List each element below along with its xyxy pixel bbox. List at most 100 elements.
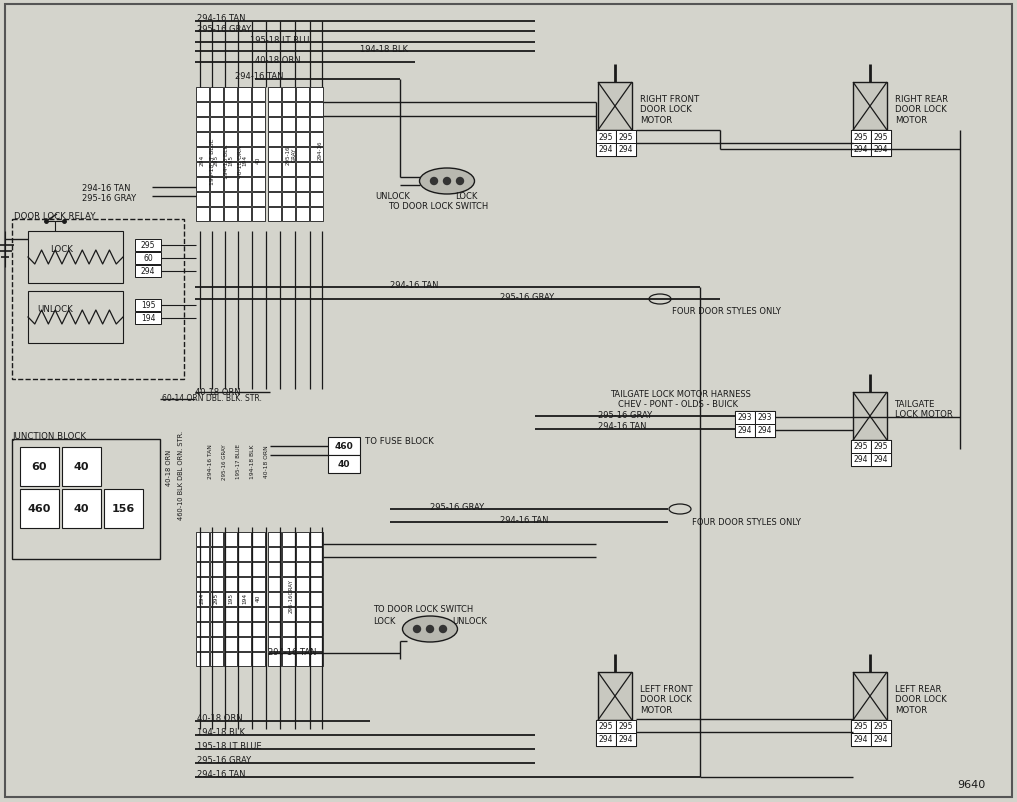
Text: 294: 294 (737, 426, 753, 435)
Bar (296, 577, 309, 591)
Bar (310, 577, 323, 591)
Bar (238, 178, 251, 192)
Bar (310, 178, 323, 192)
Bar (871, 144, 891, 157)
Text: 294: 294 (200, 592, 205, 603)
Text: 194: 194 (242, 154, 247, 165)
Text: 295-16 GRAY: 295-16 GRAY (197, 25, 251, 34)
Bar (851, 453, 871, 467)
Bar (328, 437, 360, 456)
Bar (851, 440, 871, 467)
Bar (268, 577, 281, 591)
Bar (62, 448, 101, 486)
Bar (252, 577, 265, 591)
Circle shape (443, 178, 451, 185)
Bar (310, 118, 323, 132)
Bar (135, 240, 161, 252)
Bar (210, 192, 223, 207)
Bar (871, 733, 891, 746)
Bar (238, 148, 251, 162)
Bar (28, 232, 123, 284)
Bar (282, 562, 295, 577)
Bar (238, 118, 251, 132)
Bar (196, 103, 210, 117)
Bar (238, 547, 251, 561)
Bar (310, 208, 323, 221)
Bar (210, 592, 223, 606)
Bar (210, 163, 223, 176)
Bar (210, 208, 223, 221)
Text: TO DOOR LOCK SWITCH: TO DOOR LOCK SWITCH (388, 202, 488, 211)
Bar (268, 118, 281, 132)
Bar (282, 133, 295, 147)
Bar (238, 208, 251, 221)
Bar (224, 148, 237, 162)
Bar (268, 533, 281, 546)
Text: 295: 295 (214, 592, 219, 603)
Text: 40-18 ORN: 40-18 ORN (166, 449, 172, 485)
Bar (238, 607, 251, 622)
Text: 40-18 ORN: 40-18 ORN (197, 713, 243, 722)
Bar (238, 133, 251, 147)
Bar (224, 592, 237, 606)
Circle shape (430, 178, 437, 185)
Bar (282, 533, 295, 546)
Bar (224, 103, 237, 117)
Text: LOCK: LOCK (51, 245, 73, 254)
Bar (252, 178, 265, 192)
Bar (853, 392, 887, 440)
Bar (282, 607, 295, 622)
Bar (268, 148, 281, 162)
Bar (210, 133, 223, 147)
Bar (238, 622, 251, 636)
Bar (596, 131, 616, 157)
Bar (196, 118, 210, 132)
Text: DOOR LOCK RELAY: DOOR LOCK RELAY (14, 212, 96, 221)
Bar (104, 489, 143, 529)
Bar (196, 652, 210, 666)
Bar (282, 652, 295, 666)
Text: 40: 40 (338, 460, 350, 469)
Bar (851, 144, 871, 157)
Bar (596, 720, 616, 733)
Bar (252, 562, 265, 577)
Bar (871, 131, 891, 144)
Bar (853, 672, 887, 720)
Bar (296, 592, 309, 606)
Text: 295-16GRAY: 295-16GRAY (289, 578, 294, 612)
Bar (296, 562, 309, 577)
Bar (755, 411, 775, 437)
Text: 295: 295 (618, 132, 634, 141)
Bar (28, 292, 123, 343)
Bar (224, 652, 237, 666)
Text: FOUR DOOR STYLES ONLY: FOUR DOOR STYLES ONLY (672, 306, 781, 316)
Bar (252, 103, 265, 117)
Bar (871, 440, 891, 467)
Bar (851, 131, 871, 144)
Text: 294: 294 (874, 735, 888, 743)
Bar (310, 652, 323, 666)
Ellipse shape (669, 504, 691, 514)
Bar (20, 489, 59, 529)
Bar (268, 163, 281, 176)
Bar (310, 133, 323, 147)
Bar (310, 103, 323, 117)
Bar (268, 562, 281, 577)
Bar (196, 192, 210, 207)
Text: 294-16 TAN: 294-16 TAN (268, 647, 316, 656)
Bar (851, 440, 871, 453)
Bar (196, 638, 210, 651)
Text: 295-16 GRAY: 295-16 GRAY (222, 444, 227, 480)
Circle shape (439, 626, 446, 633)
Bar (135, 253, 161, 265)
Text: 294: 294 (599, 145, 613, 154)
Text: TO DOOR LOCK SWITCH: TO DOOR LOCK SWITCH (373, 604, 473, 614)
Text: 195: 195 (228, 154, 233, 165)
Bar (224, 208, 237, 221)
Text: 194-18 BLK: 194-18 BLK (249, 444, 254, 479)
Bar (296, 607, 309, 622)
Bar (596, 733, 616, 746)
Text: 460: 460 (27, 504, 51, 514)
Text: 294-16 TAN: 294-16 TAN (207, 444, 213, 479)
Bar (268, 133, 281, 147)
